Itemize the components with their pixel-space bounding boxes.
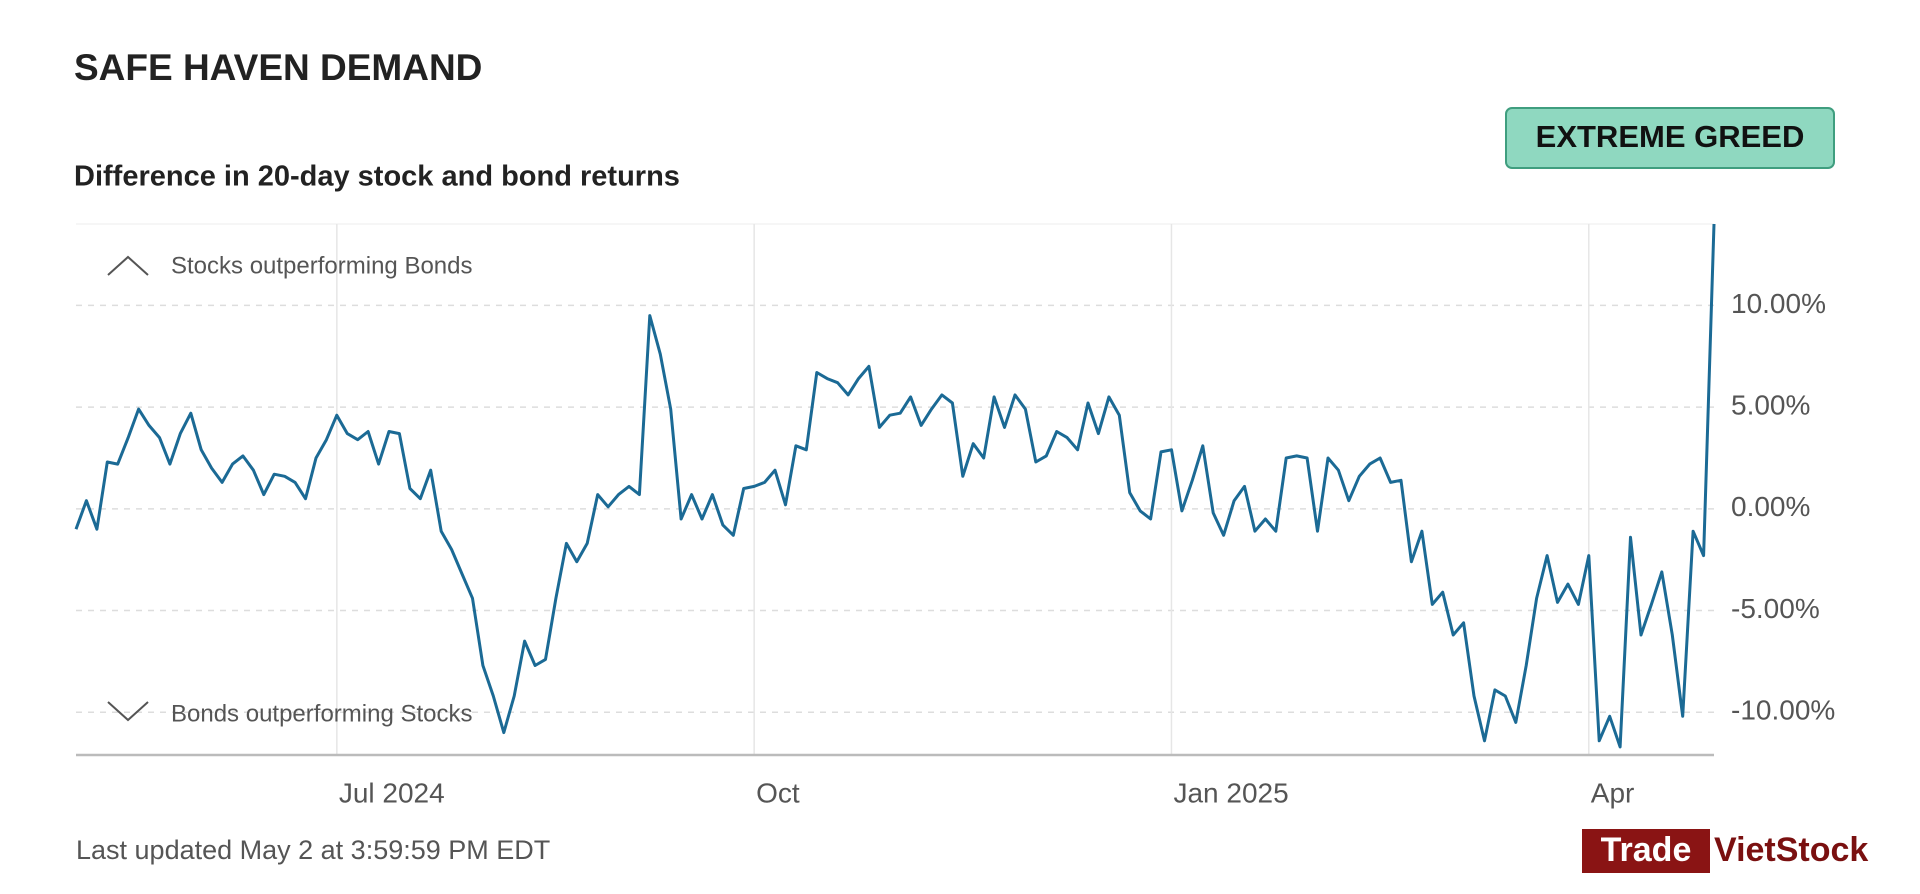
data-line	[74, 223, 1716, 749]
annotation: Bonds outperforming Stocks	[171, 700, 473, 727]
y-tick-label: 0.00%	[1731, 491, 1810, 522]
y-tick-label: 5.00%	[1731, 389, 1810, 420]
x-tick-label: Oct	[756, 777, 800, 808]
y-tick-label: 10.00%	[1731, 288, 1826, 319]
watermark: Trade	[1601, 831, 1692, 869]
plot: 10.00% 5.00% 0.00% -5.00% -10.00% Jul 2024 Oct…	[74, 223, 1835, 808]
y-tick-label: -10.00%	[1731, 695, 1835, 726]
x-tick-label: Apr	[1591, 777, 1635, 808]
watermark-box	[1582, 829, 1710, 873]
up-chevron	[107, 255, 149, 276]
last-updated: Last updated May 2 at 3:59:59 PM EDT	[76, 835, 550, 865]
x-tick-label: Jul 2024	[339, 777, 445, 808]
down-chevron	[107, 701, 149, 722]
page-title: SAFE HAVEN DEMAND	[74, 47, 482, 88]
chart-title: Difference in 20-day stock and bond retu…	[74, 161, 680, 193]
badge	[1505, 107, 1835, 169]
x-tick-label: Jan 2025	[1173, 777, 1288, 808]
badge-text: EXTREME GREED	[1536, 119, 1805, 154]
annotation: Stocks outperforming Bonds	[171, 252, 473, 279]
y-tick-label: -5.00%	[1731, 593, 1820, 624]
watermark: VietStock	[1714, 831, 1868, 869]
